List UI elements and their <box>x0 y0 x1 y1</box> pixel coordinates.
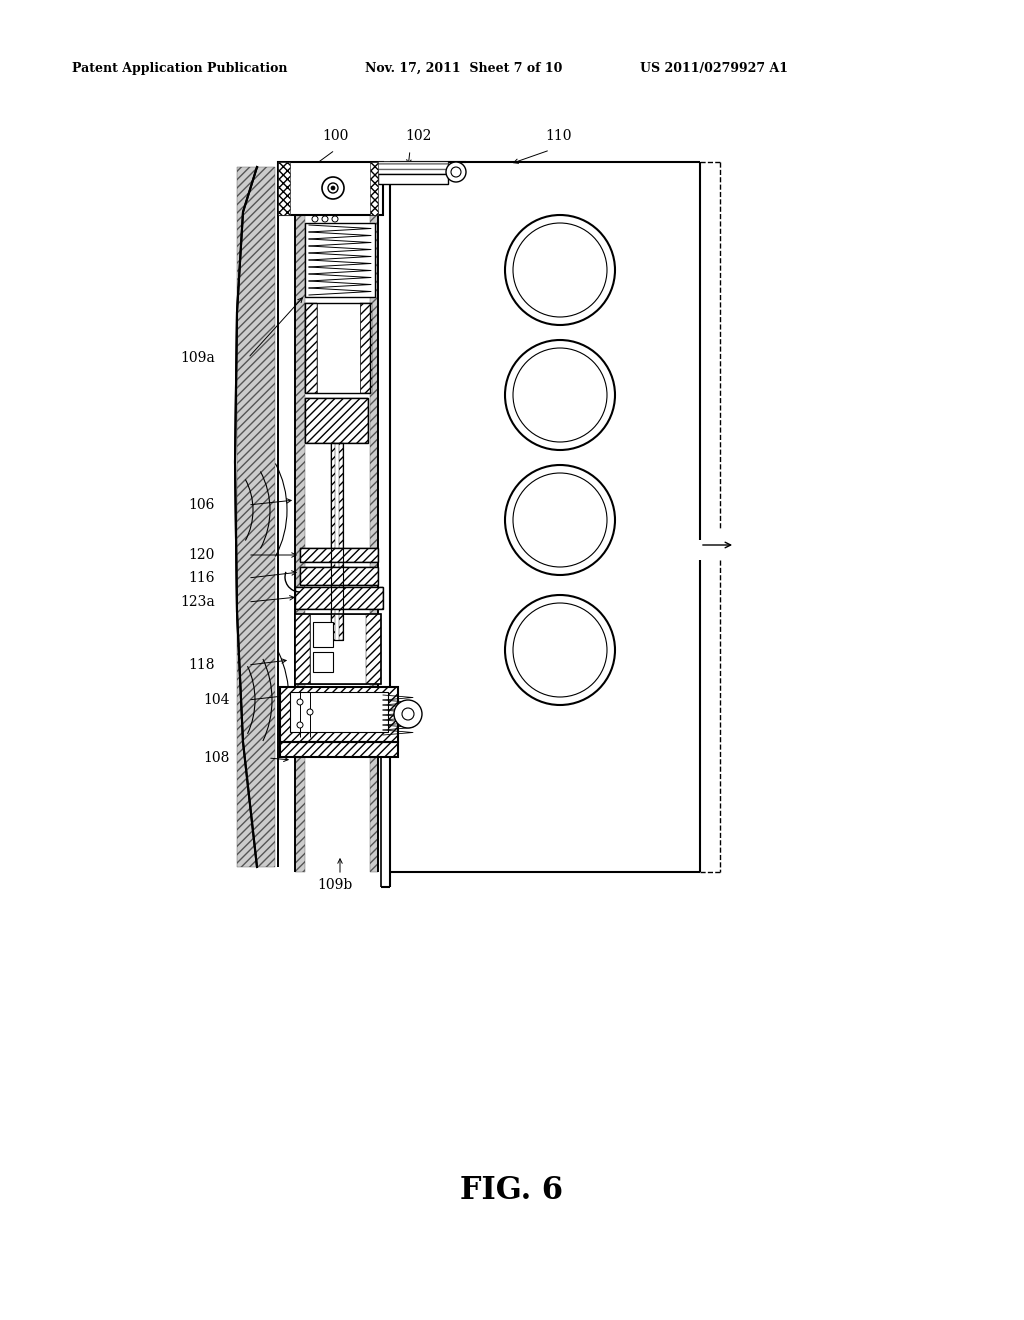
Bar <box>339 444 343 640</box>
Circle shape <box>332 216 338 222</box>
Text: Nov. 17, 2011  Sheet 7 of 10: Nov. 17, 2011 Sheet 7 of 10 <box>365 62 562 75</box>
Text: Patent Application Publication: Patent Application Publication <box>72 62 288 75</box>
Text: 106: 106 <box>188 498 215 512</box>
Bar <box>378 162 449 174</box>
Text: 109a: 109a <box>180 351 215 366</box>
Bar <box>300 548 378 562</box>
Circle shape <box>402 708 414 719</box>
Circle shape <box>328 183 338 193</box>
Bar <box>310 614 366 684</box>
Text: 102: 102 <box>406 129 431 143</box>
Text: 120: 120 <box>188 548 215 562</box>
Bar <box>366 614 381 684</box>
Circle shape <box>451 168 461 177</box>
Bar <box>280 686 398 742</box>
Bar <box>305 304 317 393</box>
Bar <box>305 399 368 444</box>
Text: 109b: 109b <box>317 878 352 892</box>
Bar <box>300 548 378 562</box>
Text: 116: 116 <box>188 572 215 585</box>
Bar <box>305 399 368 444</box>
Circle shape <box>505 215 615 325</box>
Bar <box>237 168 275 867</box>
Circle shape <box>322 177 344 199</box>
Bar <box>278 162 290 215</box>
Circle shape <box>312 216 318 222</box>
Bar <box>300 568 378 585</box>
Text: 100: 100 <box>322 129 348 143</box>
Circle shape <box>505 341 615 450</box>
Bar <box>331 444 343 640</box>
Bar <box>295 614 381 684</box>
Text: FIG. 6: FIG. 6 <box>461 1175 563 1206</box>
Circle shape <box>297 722 303 729</box>
Text: 104: 104 <box>204 693 230 708</box>
Bar <box>305 304 370 393</box>
Circle shape <box>505 465 615 576</box>
Bar <box>280 686 398 742</box>
Bar <box>280 742 398 756</box>
Circle shape <box>307 709 313 715</box>
Bar <box>305 223 375 297</box>
Bar <box>317 304 360 393</box>
Bar <box>313 622 333 647</box>
Text: US 2011/0279927 A1: US 2011/0279927 A1 <box>640 62 788 75</box>
Circle shape <box>394 700 422 729</box>
Bar <box>331 444 335 640</box>
Bar <box>295 587 383 609</box>
Bar <box>295 614 310 684</box>
Bar <box>370 162 378 215</box>
Bar <box>313 652 333 672</box>
Bar <box>331 444 343 640</box>
Bar <box>378 174 449 183</box>
Bar <box>378 162 449 174</box>
Bar <box>300 568 378 585</box>
Bar <box>370 215 378 873</box>
Bar <box>290 692 388 733</box>
Circle shape <box>297 700 303 705</box>
Bar <box>360 304 372 393</box>
Bar <box>295 215 305 873</box>
Circle shape <box>505 595 615 705</box>
Text: 108: 108 <box>204 751 230 766</box>
Bar <box>278 162 383 215</box>
Circle shape <box>331 186 335 190</box>
Text: 118: 118 <box>188 657 215 672</box>
Circle shape <box>446 162 466 182</box>
Bar <box>295 587 383 609</box>
Bar <box>280 742 398 756</box>
Text: 110: 110 <box>545 129 571 143</box>
Text: 123a: 123a <box>180 595 215 609</box>
Circle shape <box>322 216 328 222</box>
